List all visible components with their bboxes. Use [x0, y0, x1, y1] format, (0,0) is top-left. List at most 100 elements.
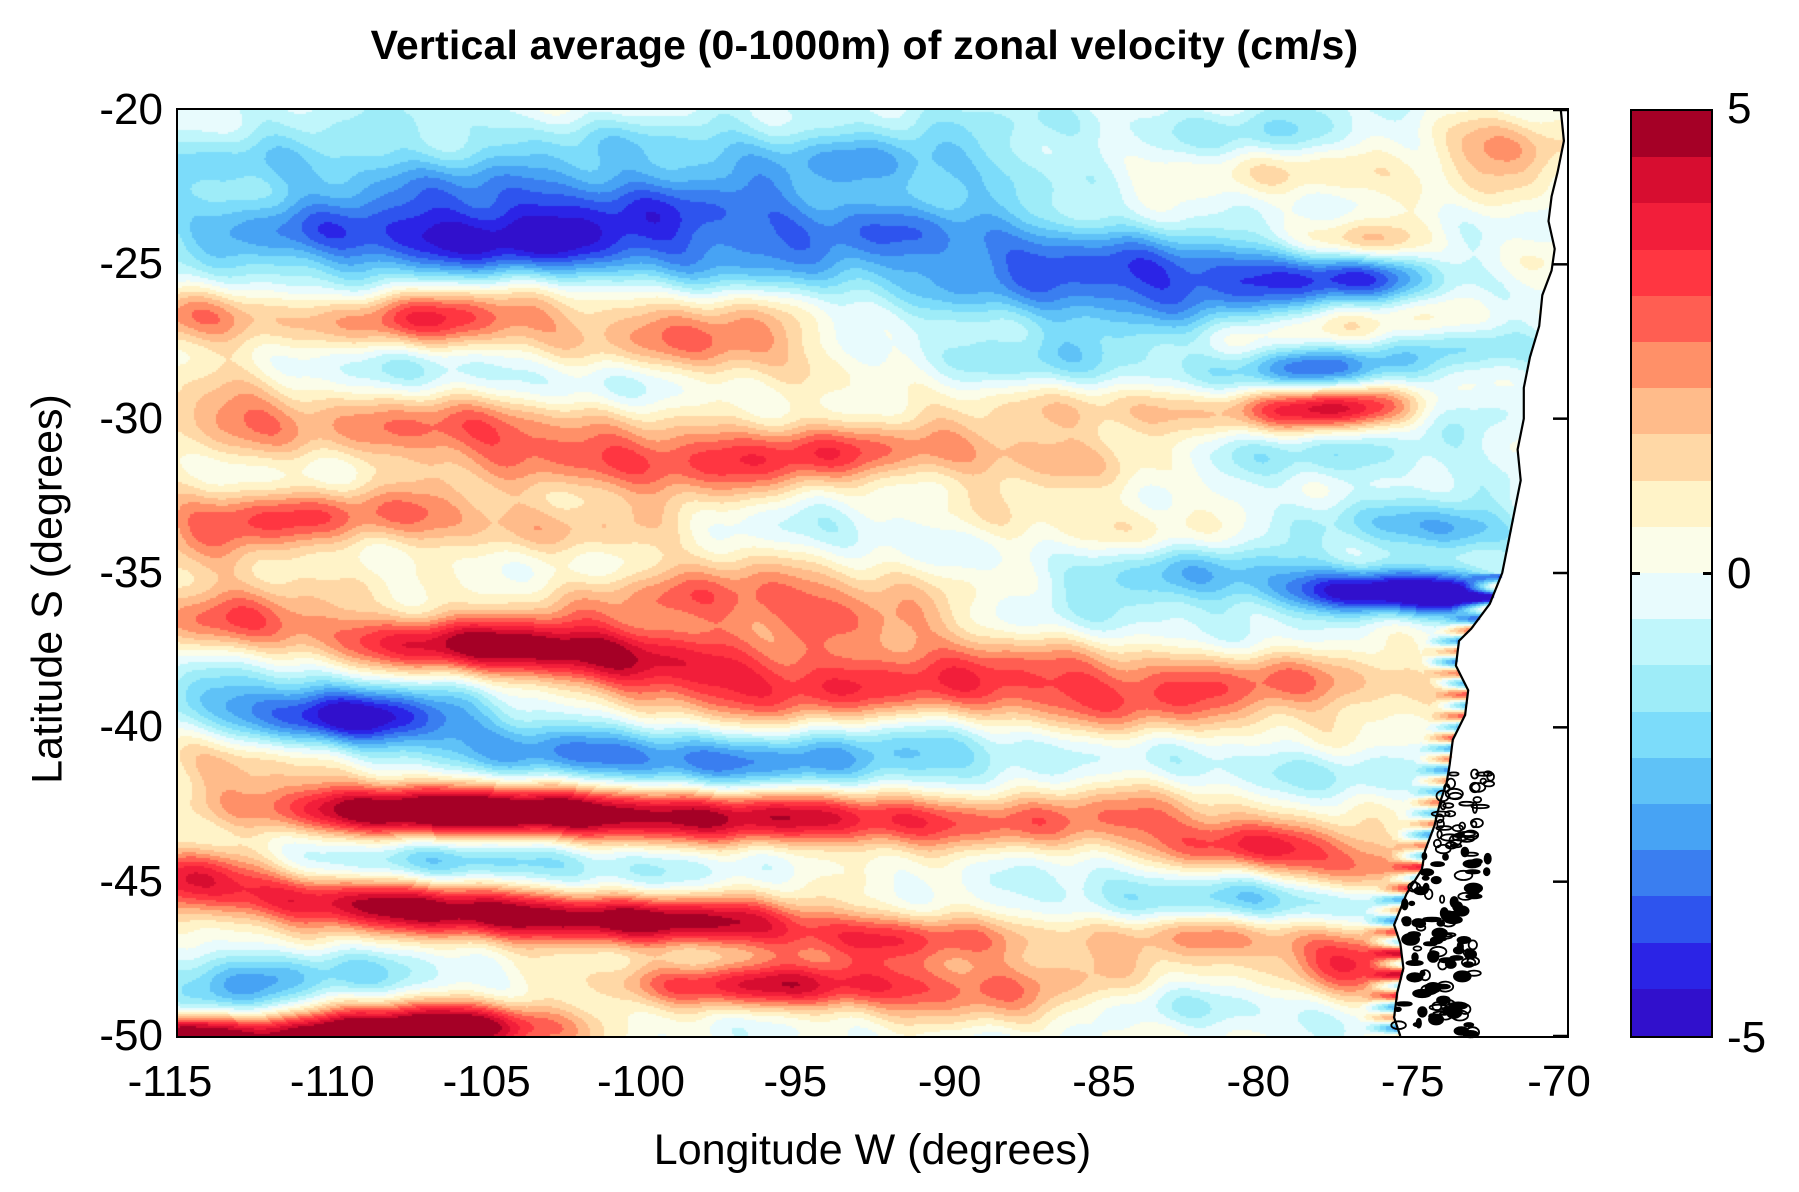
island-outline [1421, 851, 1428, 861]
island-outline [1469, 781, 1481, 794]
colorbar-step [1632, 757, 1711, 805]
island-outline [1415, 1017, 1422, 1029]
colorbar-step [1632, 526, 1711, 574]
island-outline [1439, 801, 1447, 811]
colorbar-step [1632, 342, 1711, 389]
x-tick-label: -95 [763, 1057, 828, 1106]
island-outline [1483, 852, 1492, 865]
island-outline [1453, 869, 1474, 881]
island-outline [1407, 881, 1422, 893]
island-outline [1472, 796, 1483, 804]
island-outline [1448, 791, 1463, 801]
island-outline [1408, 900, 1416, 907]
island-outline [1461, 957, 1477, 968]
island-outline [1394, 1006, 1402, 1012]
axis-ticks [1553, 108, 1567, 1038]
colorbar-tick-label: 0 [1727, 548, 1752, 598]
plot-overlay [1390, 108, 1567, 1039]
colorbar-step [1632, 203, 1711, 251]
island-outline [1453, 905, 1470, 917]
island-outline [1411, 952, 1419, 963]
island-outline [1470, 817, 1484, 829]
island-outline [1434, 813, 1445, 824]
island-outline [1462, 851, 1479, 857]
colorbar-step [1632, 111, 1711, 158]
island-outline [1430, 810, 1451, 818]
island-outline [1453, 1026, 1470, 1036]
island-outline [1428, 1013, 1436, 1020]
island-outline [1423, 941, 1438, 947]
colorbar-step [1632, 850, 1711, 897]
y-axis-label: Latitude S (degrees) [23, 394, 72, 784]
island-outline [1436, 920, 1446, 927]
colorbar-step [1632, 295, 1711, 343]
colorbar-step [1632, 665, 1711, 713]
island-outline [1419, 868, 1435, 877]
island-outline [1482, 867, 1491, 877]
colorbar-tick-label: 5 [1727, 84, 1752, 133]
island-outline [1427, 950, 1440, 963]
island-outline [1463, 1022, 1475, 1028]
x-axis-label: Longitude W (degrees) [653, 1126, 1092, 1174]
y-tick-label: -45 [99, 856, 163, 906]
island-outline [1459, 1003, 1472, 1015]
island-outline [1405, 960, 1424, 967]
y-tick-label: -40 [99, 702, 163, 752]
island-outline [1444, 959, 1457, 969]
island-outline [1451, 824, 1464, 832]
island-outline [1442, 915, 1450, 922]
coastline-path [1392, 109, 1566, 1037]
x-tick-label: -90 [917, 1057, 982, 1106]
island-outline [1440, 932, 1457, 938]
island-outline [1442, 802, 1455, 809]
island-outline [1430, 875, 1442, 885]
island-outline [1410, 880, 1419, 892]
island-outline [1422, 882, 1430, 893]
island-outline [1439, 894, 1446, 904]
island-outline [1449, 843, 1463, 849]
x-tick-label: -75 [1380, 1057, 1445, 1106]
island-outline [1471, 858, 1483, 865]
coastline [1390, 109, 1566, 1039]
island-outline [1457, 892, 1474, 901]
island-outline [1430, 861, 1445, 867]
colorbar-step [1632, 942, 1711, 990]
y-tick-label: -35 [99, 548, 163, 597]
colorbar-zero-tick [1632, 572, 1640, 575]
colorbar-step [1632, 157, 1711, 204]
island-outline [1448, 834, 1463, 847]
island-outline [1458, 800, 1475, 807]
x-tick-label: -105 [442, 1057, 531, 1106]
x-tick-label: -85 [1072, 1057, 1136, 1106]
island-outline [1412, 988, 1432, 999]
island-outline [1434, 843, 1452, 855]
x-tick-label: -110 [289, 1057, 375, 1106]
island-outline [1390, 1020, 1407, 1030]
colorbar-step [1632, 711, 1711, 759]
island-outline [1401, 932, 1420, 946]
island-outline [1467, 939, 1478, 951]
x-tick-label: -80 [1226, 1057, 1291, 1106]
colorbar [1630, 109, 1713, 1038]
island-outline [1401, 898, 1409, 911]
island-outline [1471, 801, 1478, 814]
island-outline [1444, 810, 1457, 818]
chart-title: Vertical average (0-1000m) of zonal velo… [370, 22, 1359, 68]
y-tick-label: -20 [99, 85, 163, 134]
colorbar-zero-tick [1703, 572, 1711, 575]
colorbar-step [1632, 249, 1711, 297]
island-outline [1470, 768, 1480, 780]
colorbar-step [1632, 573, 1711, 620]
island-outline [1443, 996, 1451, 1006]
island-outline [1402, 920, 1412, 927]
island-outline [1452, 834, 1469, 842]
island-outline [1417, 1006, 1428, 1018]
colorbar-step [1632, 804, 1711, 851]
island-outline [1448, 771, 1460, 777]
island-outline [1470, 803, 1490, 810]
colorbar-step [1632, 434, 1711, 482]
x-tick-label: -115 [127, 1057, 213, 1106]
island-outline [1412, 945, 1423, 952]
colorbar-step [1632, 896, 1711, 944]
x-tick-label: -70 [1527, 1057, 1591, 1106]
